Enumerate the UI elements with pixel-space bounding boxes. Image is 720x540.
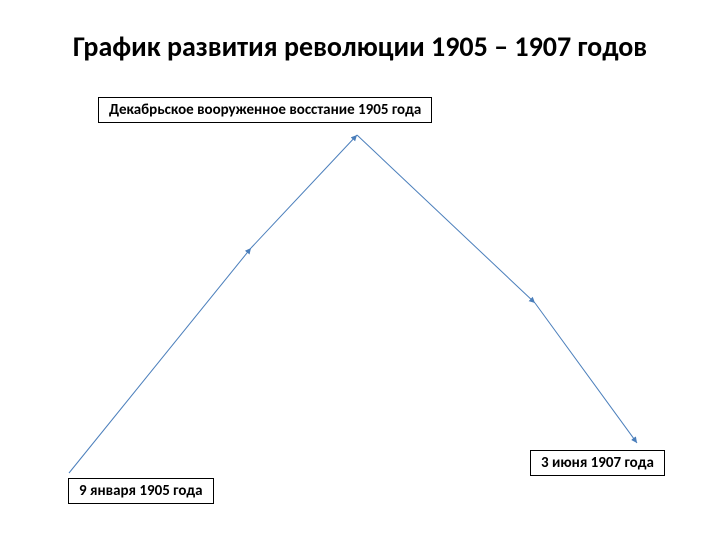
chart-segment [357, 135, 535, 303]
chart-segment [535, 303, 637, 443]
chart-segment [251, 135, 357, 248]
label-end-date: 3 июня 1907 года [530, 450, 665, 476]
chart-segment [69, 248, 251, 473]
label-start-date: 9 января 1905 года [68, 478, 214, 504]
label-peak: Декабрьское вооруженное восстание 1905 г… [98, 97, 432, 123]
chart-segments [69, 135, 637, 473]
